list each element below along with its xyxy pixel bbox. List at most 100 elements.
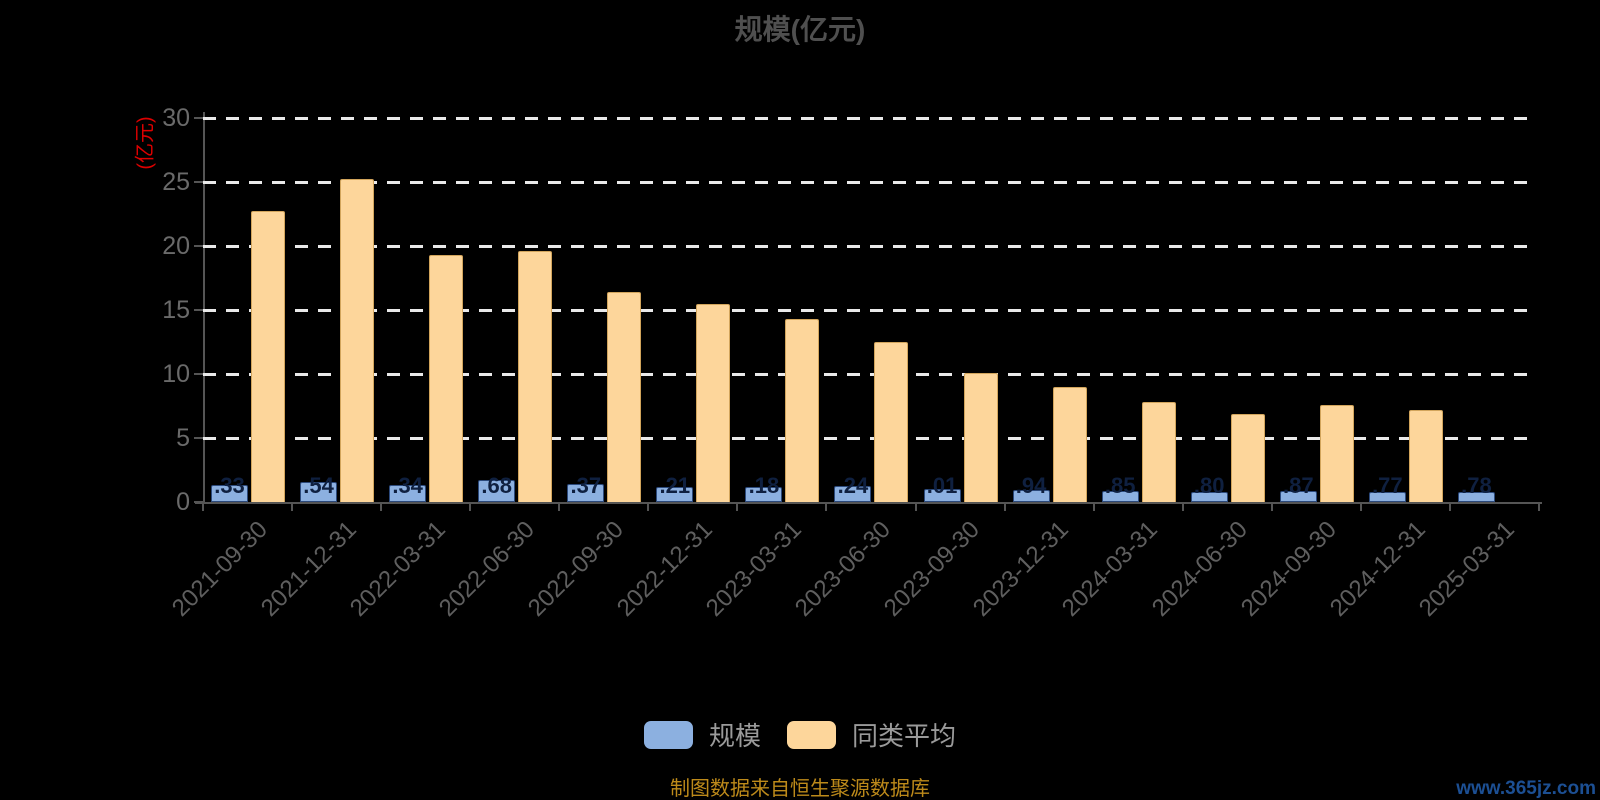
y-tick-label: 5 (176, 424, 190, 452)
bar-peer-average[interactable] (874, 342, 909, 502)
bar-peer-average[interactable] (1230, 413, 1265, 502)
bar-scale-label: .87 (1283, 472, 1314, 498)
x-axis-tick (736, 502, 739, 511)
bar-scale[interactable]: .01 (923, 474, 961, 502)
y-tick-label: 10 (162, 360, 190, 388)
y-axis-tick (194, 437, 203, 439)
x-axis-label: 2022-03-31 (344, 516, 451, 622)
x-axis-tick (1003, 502, 1006, 511)
bar-scale-label: .37 (570, 472, 602, 498)
bar-scale[interactable]: .87 (1279, 474, 1317, 502)
x-axis-label: 2023-06-30 (790, 516, 897, 622)
bar-peer-average[interactable] (251, 211, 285, 502)
y-axis-tick (194, 501, 203, 503)
bar-peer-average[interactable] (963, 372, 998, 502)
legend-item-scale[interactable]: 规模 (643, 716, 761, 753)
bar-scale[interactable]: .77 (1368, 474, 1406, 502)
bar-peer-average[interactable] (785, 318, 820, 502)
x-axis-tick (1538, 502, 1540, 511)
legend-label-scale: 规模 (708, 721, 761, 751)
x-axis-tick (647, 502, 650, 511)
bar-peer-average[interactable] (429, 254, 464, 502)
x-axis-tick (1448, 502, 1451, 511)
x-axis-tick (914, 502, 917, 511)
y-axis-tick (194, 373, 203, 375)
x-axis-label: 2022-12-31 (612, 516, 718, 622)
y-tick-label: 15 (162, 296, 190, 324)
legend-label-peer-average: 同类平均 (852, 721, 957, 751)
bar-scale[interactable]: .94 (1012, 474, 1050, 502)
legend-swatch-scale (643, 720, 693, 749)
bar-scale-label: .78 (1461, 472, 1492, 498)
x-axis-tick (202, 502, 204, 511)
bar-scale[interactable]: .24 (834, 474, 872, 502)
bar-scale-label: .21 (659, 472, 691, 498)
bar-peer-average[interactable] (1052, 386, 1087, 502)
y-tick-label: 20 (162, 232, 190, 260)
bar-scale[interactable]: .68 (478, 474, 516, 502)
legend-swatch-peer-average (787, 720, 836, 749)
bar-scale[interactable]: .37 (567, 474, 605, 502)
grid-line (203, 308, 1537, 312)
x-axis-label: 2022-09-30 (522, 516, 629, 622)
watermark: www.365jz.com (1456, 778, 1596, 799)
bar-scale[interactable]: .33 (211, 474, 248, 502)
grid-line (203, 372, 1537, 376)
x-axis-tick (1270, 502, 1273, 511)
bar-peer-average[interactable] (1408, 409, 1443, 502)
x-axis-label: 2023-12-31 (968, 516, 1075, 622)
y-tick-label: 25 (162, 168, 190, 196)
x-axis-tick (291, 502, 294, 511)
bar-scale[interactable]: .80 (1190, 474, 1228, 502)
x-axis-label: 2021-09-30 (166, 516, 273, 622)
x-axis-tick (469, 502, 472, 511)
x-axis-label: 2022-06-30 (433, 516, 540, 622)
bar-peer-average[interactable] (607, 292, 642, 502)
y-axis-line (203, 112, 205, 504)
bar-scale-label: .85 (1104, 472, 1136, 498)
bar-scale-label: .80 (1193, 472, 1225, 498)
x-axis-tick (825, 502, 828, 511)
bar-peer-average[interactable] (340, 179, 375, 502)
x-axis-tick (558, 502, 561, 511)
bar-scale-label: .33 (214, 472, 245, 498)
y-tick-label: 0 (176, 488, 190, 516)
bar-scale[interactable]: .85 (1101, 474, 1139, 502)
x-axis-label: 2024-06-30 (1146, 516, 1253, 622)
bar-scale-label: .34 (392, 472, 423, 498)
data-source-note: 制图数据来自恒生聚源数据库 (670, 778, 930, 800)
bar-scale[interactable]: .34 (389, 474, 427, 502)
y-axis-tick (194, 181, 203, 183)
bar-scale[interactable]: .78 (1457, 474, 1495, 502)
grid-line (203, 116, 1537, 120)
y-tick-label: 30 (162, 104, 190, 132)
grid-line (203, 180, 1537, 184)
x-axis-label: 2023-09-30 (879, 516, 986, 622)
x-axis-label: 2025-03-31 (1413, 516, 1520, 622)
bar-peer-average[interactable] (696, 303, 731, 502)
bar-scale[interactable]: .54 (300, 474, 338, 502)
bar-scale[interactable]: .18 (745, 474, 783, 502)
bar-peer-average[interactable] (518, 251, 553, 502)
bar-scale-label: .18 (748, 472, 780, 498)
x-axis-label: 2024-09-30 (1235, 516, 1342, 622)
bar-scale[interactable]: .21 (656, 474, 694, 502)
bar-peer-average[interactable] (1319, 404, 1354, 502)
legend: 规模 同类平均 (0, 716, 1600, 753)
x-axis-line (195, 502, 1542, 504)
y-axis-tick (194, 117, 203, 119)
x-axis-tick (1181, 502, 1184, 511)
y-axis-tick (194, 245, 203, 247)
bar-peer-average[interactable] (1141, 402, 1176, 502)
legend-item-peer-average[interactable]: 同类平均 (787, 716, 956, 753)
bar-scale-label: .77 (1372, 472, 1403, 498)
x-axis-label: 2024-12-31 (1324, 516, 1431, 622)
x-axis-tick (1359, 502, 1362, 511)
x-axis-tick (1092, 502, 1095, 511)
bar-scale-label: .24 (837, 472, 869, 498)
grid-line (203, 244, 1537, 248)
x-axis-label: 2021-12-31 (255, 516, 362, 622)
y-axis-tick (194, 309, 203, 311)
x-axis-label: 2023-03-31 (701, 516, 808, 622)
